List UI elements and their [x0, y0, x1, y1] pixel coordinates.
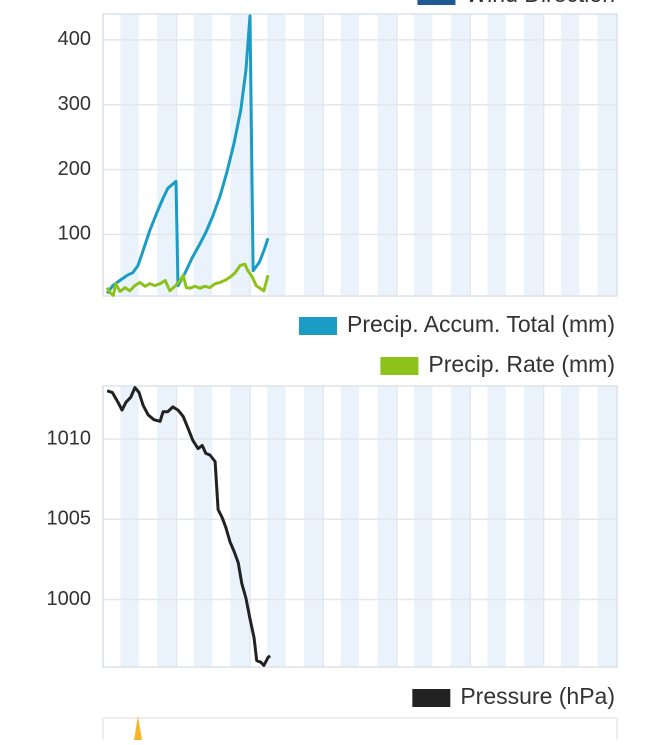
- stripe: [230, 386, 249, 667]
- stripe: [377, 14, 396, 296]
- stripe: [487, 14, 506, 296]
- stripe: [377, 386, 396, 667]
- stripe: [340, 14, 359, 296]
- plot-frame: [102, 717, 618, 745]
- stripe: [450, 386, 470, 667]
- stripe: [120, 386, 139, 667]
- stripe: [340, 386, 359, 667]
- series-line: [105, 262, 270, 297]
- stripe: [414, 14, 433, 296]
- plot-frame: [102, 385, 618, 668]
- stripe: [267, 14, 286, 296]
- partial-mark: [134, 716, 142, 740]
- legend-label: Wind Direction: [465, 0, 615, 7]
- legend-label: Pressure (hPa): [460, 683, 615, 709]
- stripe: [597, 14, 616, 296]
- y-tick-label: 100: [58, 223, 91, 245]
- stripe: [193, 386, 213, 667]
- partial-chart: [102, 716, 618, 745]
- stripe: [524, 386, 543, 667]
- series-line: [106, 386, 272, 667]
- stripe: [303, 14, 323, 296]
- y-tick-label: 300: [58, 93, 91, 115]
- legend-swatch: [417, 0, 456, 5]
- stripe: [120, 14, 139, 296]
- stripe: [303, 386, 323, 667]
- stripe: [193, 14, 213, 296]
- chart: 100 200 300 400: [58, 13, 618, 297]
- stripe: [560, 14, 580, 296]
- stripe: [157, 14, 176, 296]
- stripe: [487, 386, 506, 667]
- legend-swatch: [380, 357, 419, 375]
- y-tick-label: 200: [58, 158, 91, 180]
- y-tick-label: 400: [58, 28, 91, 50]
- stripe: [524, 14, 543, 296]
- stripe: [450, 14, 470, 296]
- plot-frame: [102, 13, 618, 297]
- legend-swatch: [412, 689, 451, 707]
- stripe: [267, 386, 286, 667]
- legend-label: Precip. Accum. Total (mm): [347, 311, 615, 337]
- y-tick-label: 1005: [47, 508, 92, 530]
- stripe: [157, 386, 176, 667]
- legend-label: Precip. Rate (mm): [428, 351, 615, 377]
- series-line: [105, 14, 270, 295]
- stripe: [597, 386, 616, 667]
- y-tick-label: 1000: [47, 588, 92, 610]
- legend-swatch: [299, 317, 338, 335]
- stripe: [560, 386, 580, 667]
- stripe: [414, 386, 433, 667]
- y-tick-label: 1010: [47, 427, 92, 449]
- chart: 1000 1005 1010: [47, 385, 618, 668]
